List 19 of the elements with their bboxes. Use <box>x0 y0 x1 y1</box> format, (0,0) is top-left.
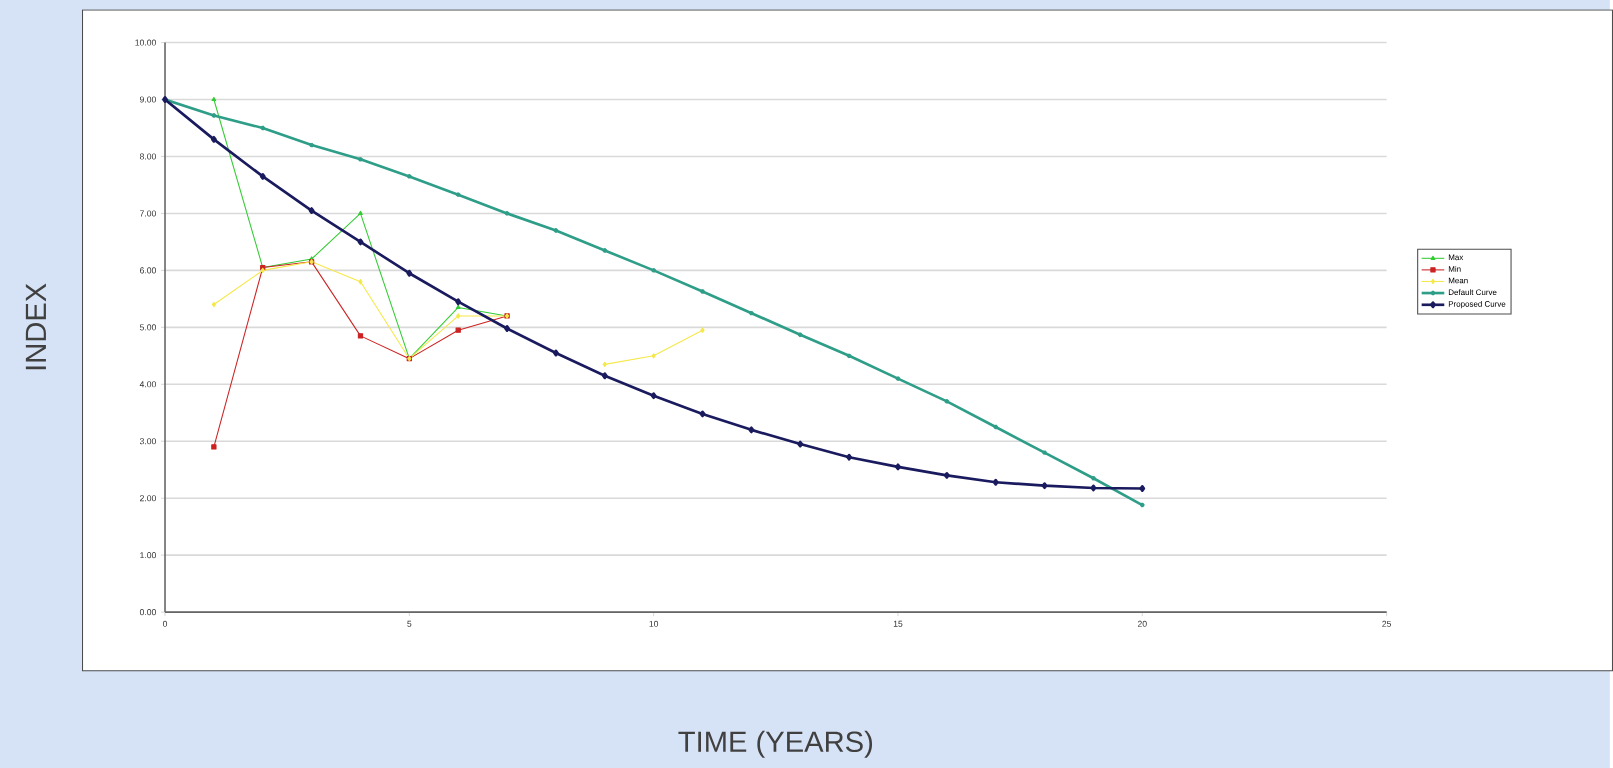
y-tick-label: 6.00 <box>140 267 156 274</box>
x-tick-label: 10 <box>649 620 659 627</box>
y-tick-label: 8.00 <box>139 153 156 160</box>
y-tick-label: 9.00 <box>139 96 156 103</box>
y-tick-label: 4.00 <box>139 381 156 388</box>
y-axis-title: INDEX <box>25 283 46 369</box>
y-tick-label: 0.00 <box>139 608 156 615</box>
x-tick-label: 5 <box>407 620 412 627</box>
y-tick-label: 5.00 <box>139 324 156 331</box>
y-tick-label: 10.00 <box>135 39 156 46</box>
x-axis-title: TIME (YEARS) <box>678 730 873 758</box>
x-tick-label: 25 <box>1382 620 1392 627</box>
y-tick-label: 1.00 <box>140 551 156 558</box>
y-tick-label: 3.00 <box>139 437 156 445</box>
y-tick-label: 2.00 <box>140 494 156 502</box>
y-tick-label: 7.00 <box>140 210 156 217</box>
x-tick-label: 15 <box>893 620 903 627</box>
x-tick-label: 20 <box>1137 620 1147 627</box>
x-tick-label: 0 <box>162 620 168 627</box>
